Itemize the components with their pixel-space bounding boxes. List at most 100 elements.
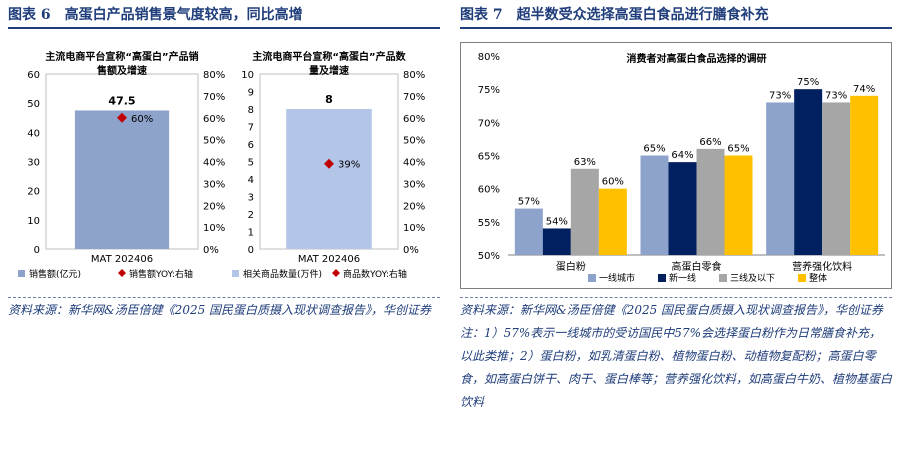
y2-tick-label: 80% [203, 70, 225, 81]
bar-data-label: 66% [699, 137, 721, 148]
legend-label: 商品数YOY:右轴 [343, 268, 407, 280]
x-tick-label: 蛋白粉 [556, 260, 586, 273]
bar [74, 110, 170, 249]
bar-data-label: 57% [518, 197, 540, 208]
y-tick-label: 10 [241, 70, 254, 81]
legend-label: 一线城市 [599, 272, 635, 284]
legend-swatch [588, 274, 596, 282]
yoy-data-label: 60% [131, 114, 153, 125]
y-tick-label: 8 [248, 105, 254, 116]
y-tick-label: 75% [478, 85, 500, 96]
x-tick-label: MAT 202406 [91, 254, 153, 265]
chart-title: 主流电商平台宣称“高蛋白”产品销 [45, 50, 198, 63]
y2-tick-label: 70% [403, 92, 425, 103]
figure7-title: 图表 7 超半数受众选择高蛋白食品进行膳食补充 [460, 7, 769, 23]
chart-title: 消费者对高蛋白食品选择的调研 [627, 52, 767, 65]
legend-marker [332, 269, 340, 277]
bar [570, 168, 599, 255]
y-tick-label: 65% [478, 152, 500, 163]
y-tick-label: 50 [27, 99, 40, 110]
bar-data-label: 54% [546, 216, 568, 227]
figure6-source: 资料来源：新华网&汤臣倍健《2025 国民蛋白质摄入现状调查报告》，华创证券 [8, 303, 432, 317]
y2-tick-label: 0% [203, 245, 219, 256]
bar [794, 89, 823, 255]
legend-marker [118, 269, 126, 277]
bar-data-label: 65% [643, 144, 665, 155]
y-tick-label: 10 [27, 216, 40, 227]
bar-data-label: 60% [602, 177, 624, 188]
bar-data-label: 8 [325, 93, 333, 106]
legend-swatch [18, 270, 25, 277]
consumer-survey-chart: 消费者对高蛋白食品选择的调研 50% 55% 60% 65% 70% 75% 80% 57% 54… [460, 42, 892, 289]
y-tick-label: 55% [478, 218, 500, 229]
y2-tick-label: 40% [403, 158, 425, 169]
figure7-source-rule [460, 297, 892, 298]
bar-data-label: 64% [671, 150, 693, 161]
bar [542, 228, 571, 255]
bar-data-label: 73% [769, 90, 791, 101]
legend-swatch [719, 274, 727, 282]
y2-tick-label: 30% [403, 179, 425, 190]
y2-tick-label: 50% [203, 136, 225, 147]
x-tick-label: 高蛋白零食 [672, 260, 722, 273]
legend-swatch [658, 274, 666, 282]
y-tick-label: 40 [27, 128, 40, 139]
y-tick-label: 3 [248, 193, 254, 204]
y2-tick-label: 20% [203, 201, 225, 212]
legend-label: 相关商品数量(万件) [243, 268, 322, 280]
y-tick-label: 60% [478, 185, 500, 196]
figure7-source: 资料来源：新华网&汤臣倍健《2025 国民蛋白质摄入现状调查报告》，华创证券 注… [460, 303, 893, 409]
x-tick-label: 营养强化饮料 [792, 260, 852, 273]
y2-tick-label: 20% [403, 201, 425, 212]
figure6-title-rule [8, 27, 440, 29]
y2-tick-label: 40% [203, 158, 225, 169]
y-tick-label: 0 [248, 245, 254, 256]
y-tick-label: 80% [478, 52, 500, 63]
y2-tick-label: 0% [403, 245, 419, 256]
bar-data-label: 74% [853, 84, 875, 95]
y-tick-label: 6 [248, 140, 254, 151]
figure6-source-rule [8, 297, 440, 298]
chart-frame [460, 42, 892, 289]
bar-data-label: 47.5 [108, 94, 135, 107]
y2-tick-label: 10% [403, 223, 425, 234]
bar [668, 162, 697, 255]
y-tick-label: 50% [478, 251, 500, 262]
bar-data-label: 73% [825, 90, 847, 101]
y-tick-label: 4 [248, 175, 254, 186]
legend-swatch [232, 270, 239, 277]
yoy-data-label: 39% [338, 160, 360, 171]
y2-tick-label: 60% [403, 114, 425, 125]
bar-data-label: 63% [574, 157, 596, 168]
y-tick-label: 7 [248, 123, 254, 134]
y2-tick-label: 60% [203, 114, 225, 125]
y-tick-label: 20 [27, 187, 40, 198]
y2-tick-label: 70% [203, 92, 225, 103]
chart-title: 售额及增速 [97, 64, 147, 77]
x-tick-label: MAT 202406 [298, 254, 360, 265]
bar [822, 102, 851, 255]
legend-label: 三线及以下 [730, 272, 775, 284]
y-tick-label: 0 [34, 245, 40, 256]
legend-label: 销售额(亿元) [29, 268, 81, 280]
legend-swatch [798, 274, 806, 282]
chart-title: 主流电商平台宣称“高蛋白”产品数 [252, 50, 406, 63]
y-tick-label: 70% [478, 118, 500, 129]
legend-label: 销售额YOY:右轴 [129, 268, 193, 280]
figure7-title-rule [460, 27, 892, 29]
bar [766, 102, 795, 255]
yoy-marker [324, 158, 334, 169]
chart-title: 量及增速 [309, 64, 349, 77]
bar [696, 148, 725, 255]
legend-label: 整体 [809, 272, 827, 284]
y-tick-label: 60 [27, 70, 40, 81]
bar-data-label: 75% [797, 77, 819, 88]
y-tick-label: 1 [248, 228, 254, 239]
bar [640, 155, 669, 255]
y-tick-label: 5 [248, 158, 254, 169]
bar [850, 95, 879, 255]
figure6-title: 图表 6 高蛋白产品销售景气度较高，同比高增 [8, 7, 303, 23]
bar [514, 208, 543, 255]
